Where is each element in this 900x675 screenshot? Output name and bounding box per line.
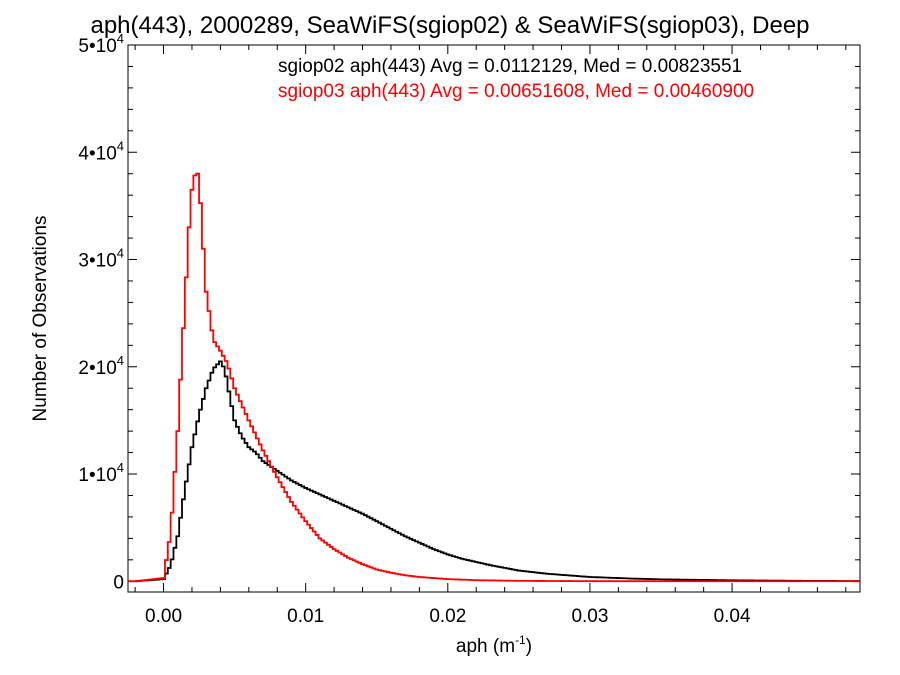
plot-axes: 0.00 0.01 0.02 0.03 0.04 0 1•104 2•104 3•104 4•10… xyxy=(78,31,861,627)
x-tick-label: 0.02 xyxy=(429,606,466,627)
y-tick-label: 3•104 xyxy=(78,246,124,272)
legend-entry-0: sgiop02 aph(443) Avg = 0.0112129, Med = … xyxy=(278,56,742,77)
series-layer xyxy=(128,172,860,583)
y-axis-label: Number of Observations xyxy=(30,216,51,422)
legend: sgiop02 aph(443) Avg = 0.0112129, Med = … xyxy=(278,56,754,102)
x-tick-label: 0.01 xyxy=(287,606,324,627)
chart-title: aph(443), 2000289, SeaWiFS(sgiop02) & Se… xyxy=(90,12,809,39)
y-tick-label: 2•104 xyxy=(78,353,124,379)
series-line-1 xyxy=(128,172,860,583)
plot-frame xyxy=(127,44,861,593)
x-tick-label: 0.00 xyxy=(145,606,182,627)
y-tick-label: 0 xyxy=(113,572,124,593)
x-axis-label: aph (m-1) xyxy=(456,633,532,657)
x-tick-label: 0.03 xyxy=(571,606,608,627)
y-tick-label: 4•104 xyxy=(78,138,124,164)
y-tick-label: 5•104 xyxy=(78,31,124,57)
x-tick-label: 0.04 xyxy=(714,606,751,627)
y-tick-label: 1•104 xyxy=(78,460,124,486)
axis-labels: aph (m-1) Number of Observations xyxy=(30,216,532,657)
legend-entry-1: sgiop03 aph(443) Avg = 0.00651608, Med =… xyxy=(278,81,754,102)
chart-title-group: aph(443), 2000289, SeaWiFS(sgiop02) & Se… xyxy=(90,12,809,39)
